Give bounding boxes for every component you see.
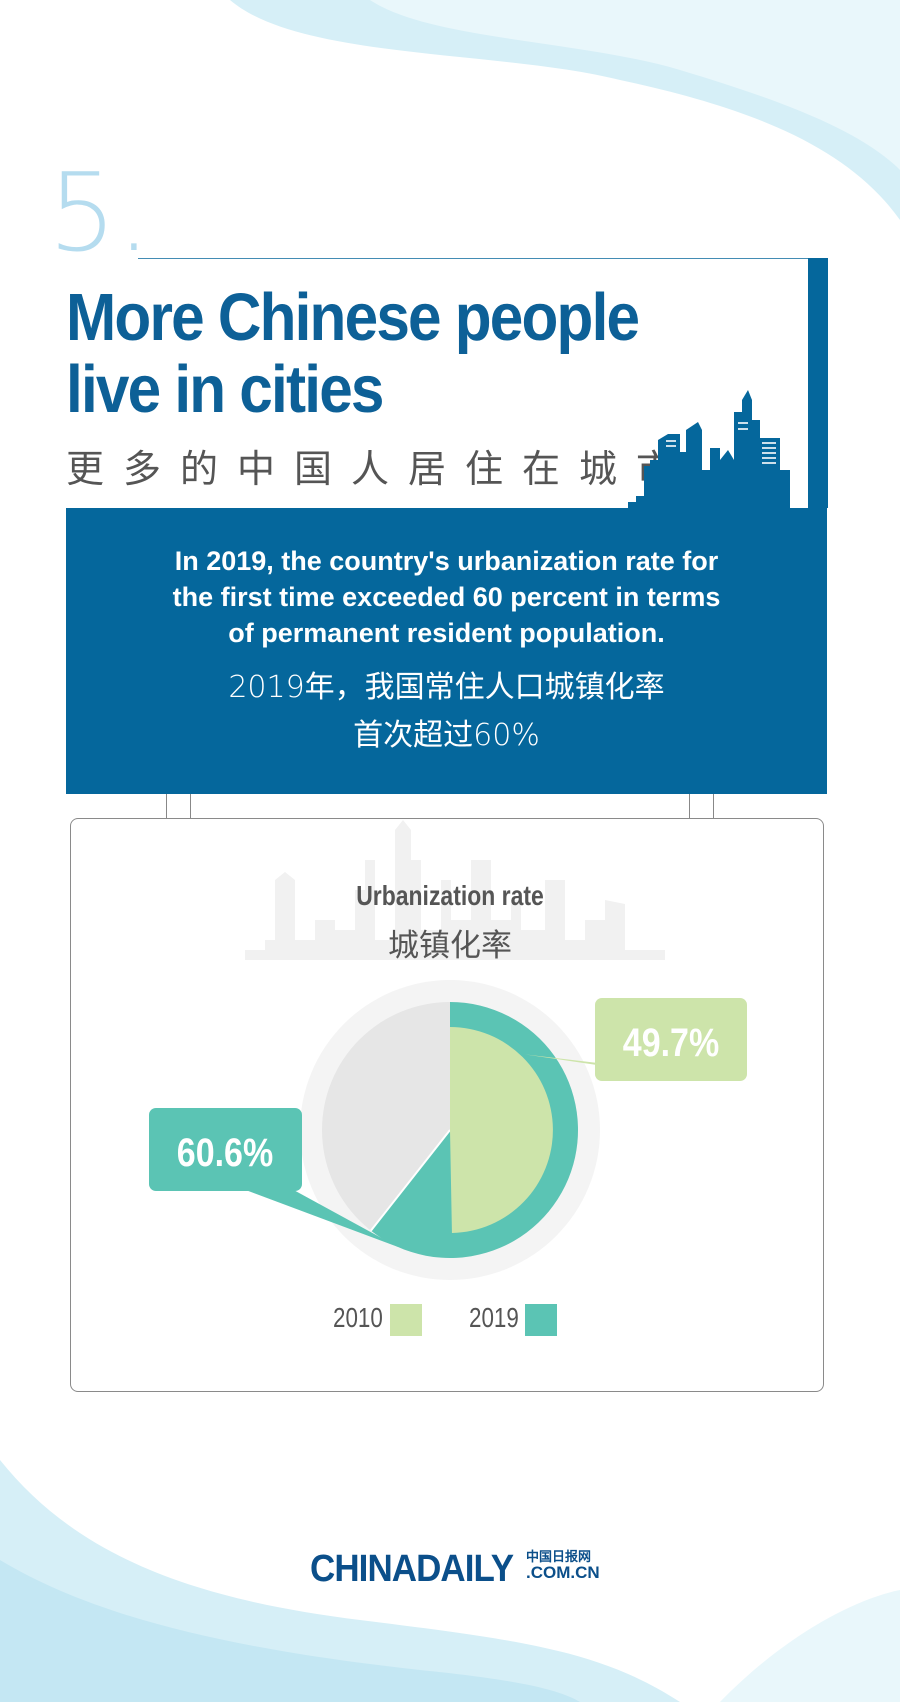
hanger-line bbox=[689, 794, 690, 824]
hanger-line bbox=[190, 794, 191, 824]
logo-chinese: 中国日报网 bbox=[526, 1550, 592, 1565]
logo-side: 中国日报网 .COM.CN bbox=[526, 1550, 600, 1582]
summary-en-line: of permanent resident population. bbox=[228, 618, 665, 648]
chart-subtitle: 城镇化率 bbox=[388, 928, 512, 964]
pie-separator bbox=[370, 1129, 451, 1232]
summary-cn-line: 首次超过60% bbox=[353, 718, 540, 753]
summary-en-line: In 2019, the country's urbanization rate… bbox=[174, 546, 719, 576]
section-number: 5. bbox=[48, 151, 152, 276]
title-line-2: live in cities bbox=[66, 352, 384, 427]
summary-english: In 2019, the country's urbanization rate… bbox=[66, 543, 827, 651]
callout-pointer-2019 bbox=[235, 1186, 399, 1248]
page-title: More Chinese people live in cities bbox=[66, 280, 640, 427]
summary-chinese: 2019年，我国常住人口城镇化率 首次超过60% bbox=[66, 664, 827, 760]
chinese-title: 更多的中国人居住在城市 bbox=[66, 447, 694, 491]
logo-wordmark: CHINADAILY bbox=[310, 1548, 514, 1590]
title-frame bbox=[138, 258, 828, 508]
chart-title: Urbanization rate bbox=[356, 880, 544, 911]
chinadaily-logo: CHINADAILY 中国日报网 .COM.CN bbox=[310, 1548, 600, 1594]
summary-panel bbox=[66, 508, 827, 794]
legend-swatch-2010 bbox=[390, 1304, 422, 1336]
legend-label-2019: 2019 bbox=[469, 1302, 519, 1333]
title-line-1: More Chinese people bbox=[66, 280, 640, 355]
hanger-line bbox=[713, 794, 714, 824]
data-label-2019: 60.6% bbox=[177, 1129, 273, 1174]
pie-slice-2010 bbox=[450, 1027, 553, 1233]
legend-swatch-2019 bbox=[525, 1304, 557, 1336]
gray-skyline-illustration bbox=[245, 820, 665, 960]
data-label-2010: 49.7% bbox=[623, 1019, 719, 1064]
callout-box-2010 bbox=[595, 998, 747, 1081]
summary-en-line: the first time exceeded 60 percent in te… bbox=[172, 582, 721, 612]
legend-label-2010: 2010 bbox=[333, 1302, 383, 1333]
summary-cn-line: 2019年，我国常住人口城镇化率 bbox=[228, 670, 665, 705]
callout-box-2019 bbox=[149, 1108, 302, 1191]
hanger-line bbox=[166, 794, 167, 824]
logo-domain: .COM.CN bbox=[526, 1563, 600, 1582]
blue-skyline-illustration bbox=[628, 390, 790, 508]
